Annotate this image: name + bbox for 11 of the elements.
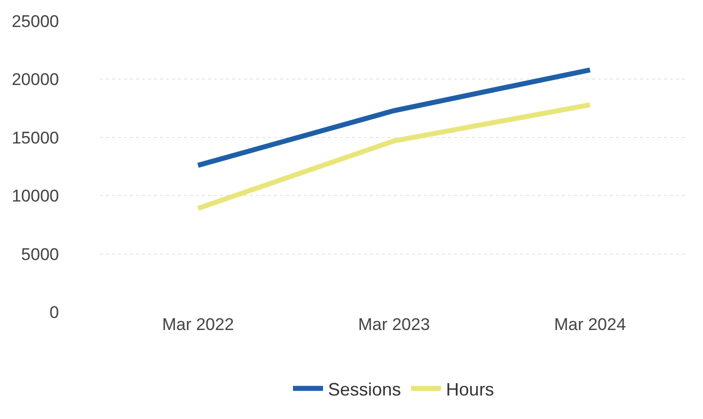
- y-tick-label: 15000: [12, 128, 59, 148]
- legend-label: Hours: [446, 379, 494, 400]
- y-tick-label: 5000: [21, 244, 59, 264]
- x-tick-label: Mar 2024: [554, 315, 626, 334]
- x-tick-label: Mar 2022: [162, 315, 234, 334]
- y-tick-label: 0: [50, 302, 59, 322]
- y-tick-label: 25000: [12, 12, 59, 31]
- y-tick-label: 10000: [12, 186, 59, 206]
- x-tick-label: Mar 2023: [358, 315, 430, 334]
- legend-label: Sessions: [328, 379, 402, 400]
- y-tick-label: 20000: [12, 70, 59, 90]
